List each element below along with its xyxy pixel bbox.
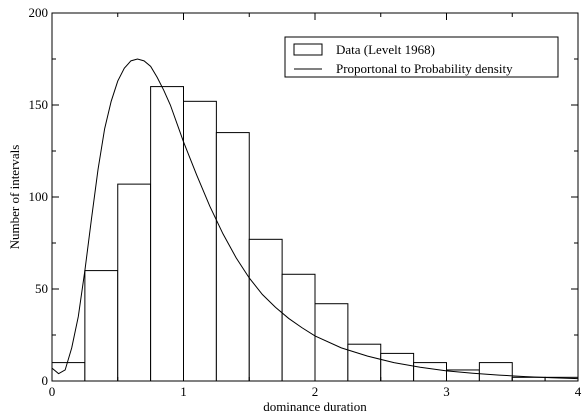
x-tick-label: 3 xyxy=(443,384,450,399)
histogram-bar xyxy=(215,132,250,382)
histogram-bar xyxy=(478,362,513,382)
y-tick-label: 150 xyxy=(29,97,49,112)
histogram-bar xyxy=(511,376,546,382)
legend-swatch-histogram xyxy=(293,43,323,56)
density-curve xyxy=(51,58,579,380)
x-axis-label: dominance duration xyxy=(263,399,367,414)
histogram-bar xyxy=(84,270,119,382)
legend-box xyxy=(284,36,559,78)
legend-label-histogram: Data (Levelt 1968) xyxy=(336,42,435,57)
x-tick-label: 4 xyxy=(575,384,582,399)
histogram-bar xyxy=(117,183,152,382)
histogram-bar xyxy=(281,273,316,382)
histogram-bar xyxy=(413,362,447,382)
histogram-bar xyxy=(248,238,283,382)
y-tick-label: 200 xyxy=(29,5,49,20)
histogram-bar xyxy=(150,86,184,382)
histogram-bar xyxy=(380,352,415,382)
histogram-bar xyxy=(347,343,382,382)
x-tick-label: 1 xyxy=(180,384,187,399)
legend: Data (Levelt 1968) Proportonal to Probab… xyxy=(284,36,559,78)
histogram-bars xyxy=(51,86,579,382)
axis-ticks: 0 1 2 3 4 0 50 100 150 200 xyxy=(29,5,582,399)
y-tick-label: 0 xyxy=(42,373,49,388)
y-tick-label: 50 xyxy=(35,281,48,296)
y-axis-label: Number of intervals xyxy=(7,145,22,250)
y-tick-label: 100 xyxy=(29,189,49,204)
legend-label-curve: Proportonal to Probability density xyxy=(336,61,513,76)
x-tick-label: 0 xyxy=(49,384,56,399)
histogram-bar xyxy=(314,303,349,382)
x-tick-label: 2 xyxy=(312,384,319,399)
histogram-bar xyxy=(183,100,217,382)
